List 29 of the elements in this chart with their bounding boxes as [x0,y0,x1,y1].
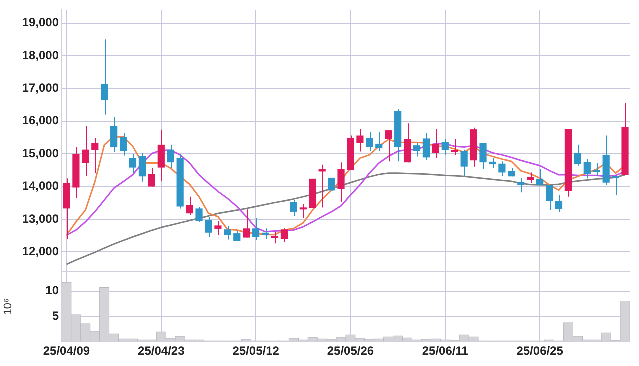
y-tick-label: 14,000 [22,179,60,194]
x-tick-label: 25/04/09 [43,344,90,358]
y-tick-label: 13,000 [22,212,60,226]
candlestick [356,128,364,152]
y-tick-label: 10 [46,284,60,298]
x-tick-label: 25/06/11 [422,344,469,358]
x-tick-label: 25/05/26 [327,344,374,358]
candlestick [214,220,222,236]
candlestick [480,142,487,170]
candlestick [205,217,212,238]
candlestick [622,102,629,176]
candlestick [72,147,80,199]
y-tick-label: 18,000 [22,48,60,62]
candlestick [338,162,345,203]
y-tick-label: 19,000 [22,16,60,30]
x-tick-label: 25/05/12 [232,344,280,358]
y-tick-label: 17,000 [22,80,60,95]
y-tick-label: 15,000 [22,146,60,160]
y-axis-title: 10⁶ [2,298,15,316]
y-tick-label: 16,000 [22,114,60,128]
candlestick [63,178,70,240]
candlestick [196,206,203,223]
x-tick-label: 25/06/25 [516,344,564,358]
candlestick [518,178,525,194]
candlestick [347,135,354,171]
y-tick-label: 5 [52,308,60,323]
candlestick [612,175,620,196]
x-tick-label: 25/04/23 [138,344,186,358]
y-tick-label: 12,000 [22,244,60,258]
